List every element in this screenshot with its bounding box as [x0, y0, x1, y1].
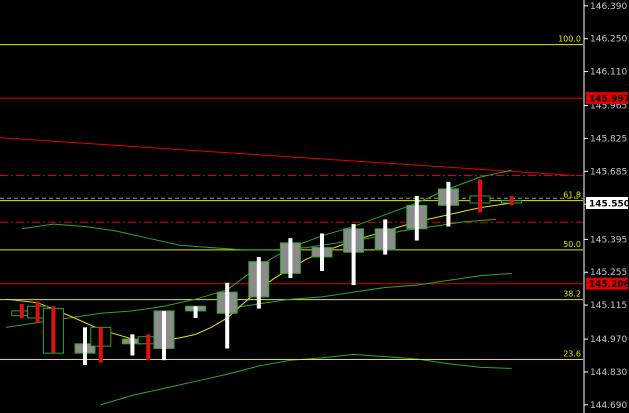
candle-wick	[288, 238, 293, 279]
price-tick-label: 144.830	[590, 368, 627, 378]
red-level-price-tag: 145.206	[586, 277, 629, 290]
candle	[42, 306, 64, 354]
price-tick-label: 146.110	[590, 68, 627, 78]
candle-wick	[162, 310, 166, 361]
candle-wick	[146, 334, 151, 361]
candle-wick	[83, 327, 87, 365]
candle	[153, 310, 175, 361]
candle-wick	[414, 195, 419, 241]
candle-wick	[98, 327, 103, 363]
ma-green-low-line	[227, 272, 512, 310]
price-tag-background	[586, 92, 628, 105]
price-tick-label: 145.255	[590, 268, 627, 278]
candle	[406, 195, 428, 241]
fib-level-label: 38.2	[563, 290, 581, 299]
price-tick-label: 145.965	[590, 102, 627, 112]
price-tag-text: 145.997	[589, 95, 629, 105]
candle-wick	[35, 301, 40, 323]
price-tick-label: 145.825	[590, 134, 627, 144]
candle-wick	[130, 334, 135, 356]
candle-wick	[320, 233, 324, 272]
price-tick-label: 145.685	[590, 167, 627, 177]
price-tags-layer: 145.997 145.550 145.206	[586, 92, 629, 290]
candle-wick	[19, 303, 24, 318]
candle-wick	[51, 306, 56, 354]
price-tick-label: 145.395	[590, 235, 627, 245]
price-tag-background	[586, 196, 628, 209]
price-tick-label: 144.690	[590, 401, 627, 411]
candle-wick	[509, 195, 514, 206]
candle	[501, 195, 523, 206]
candle	[216, 282, 238, 349]
trendline	[0, 137, 575, 177]
price-tag-background	[586, 277, 628, 290]
ma-fast-line	[5, 202, 512, 342]
candle	[248, 256, 270, 309]
red-level-price-tag: 145.997	[586, 92, 629, 105]
candle	[343, 224, 365, 286]
price-tick-label: 146.390	[590, 2, 627, 12]
candle	[185, 305, 207, 318]
candle	[311, 233, 333, 272]
current-price-tag: 145.550	[586, 196, 629, 209]
candle-wick	[256, 256, 261, 309]
candle-wick	[193, 306, 198, 318]
candle	[469, 179, 491, 213]
fib-level-label: 50.0	[563, 240, 581, 249]
fib-level-label: 23.6	[563, 349, 581, 358]
fib-level-label: 100.0	[558, 35, 581, 44]
fib-level-label: 61.8	[563, 191, 581, 200]
price-tag-text: 145.550	[589, 199, 629, 209]
candle-wick	[225, 282, 230, 349]
candle-wick	[446, 181, 451, 227]
candle	[74, 327, 96, 365]
candle-wick	[383, 219, 388, 255]
candle	[279, 238, 301, 279]
price-tag-text: 145.206	[589, 280, 629, 290]
candle-wick	[351, 224, 356, 286]
price-tick-label: 146.250	[590, 35, 627, 45]
candle-wick	[478, 179, 482, 213]
candle	[437, 181, 459, 227]
candles-layer	[11, 179, 523, 365]
ma-green-upper-line	[5, 169, 512, 328]
candle	[374, 219, 396, 255]
candle	[90, 326, 112, 363]
price-tick-label: 145.115	[590, 301, 627, 311]
price-tick-label: 144.970	[590, 335, 627, 345]
